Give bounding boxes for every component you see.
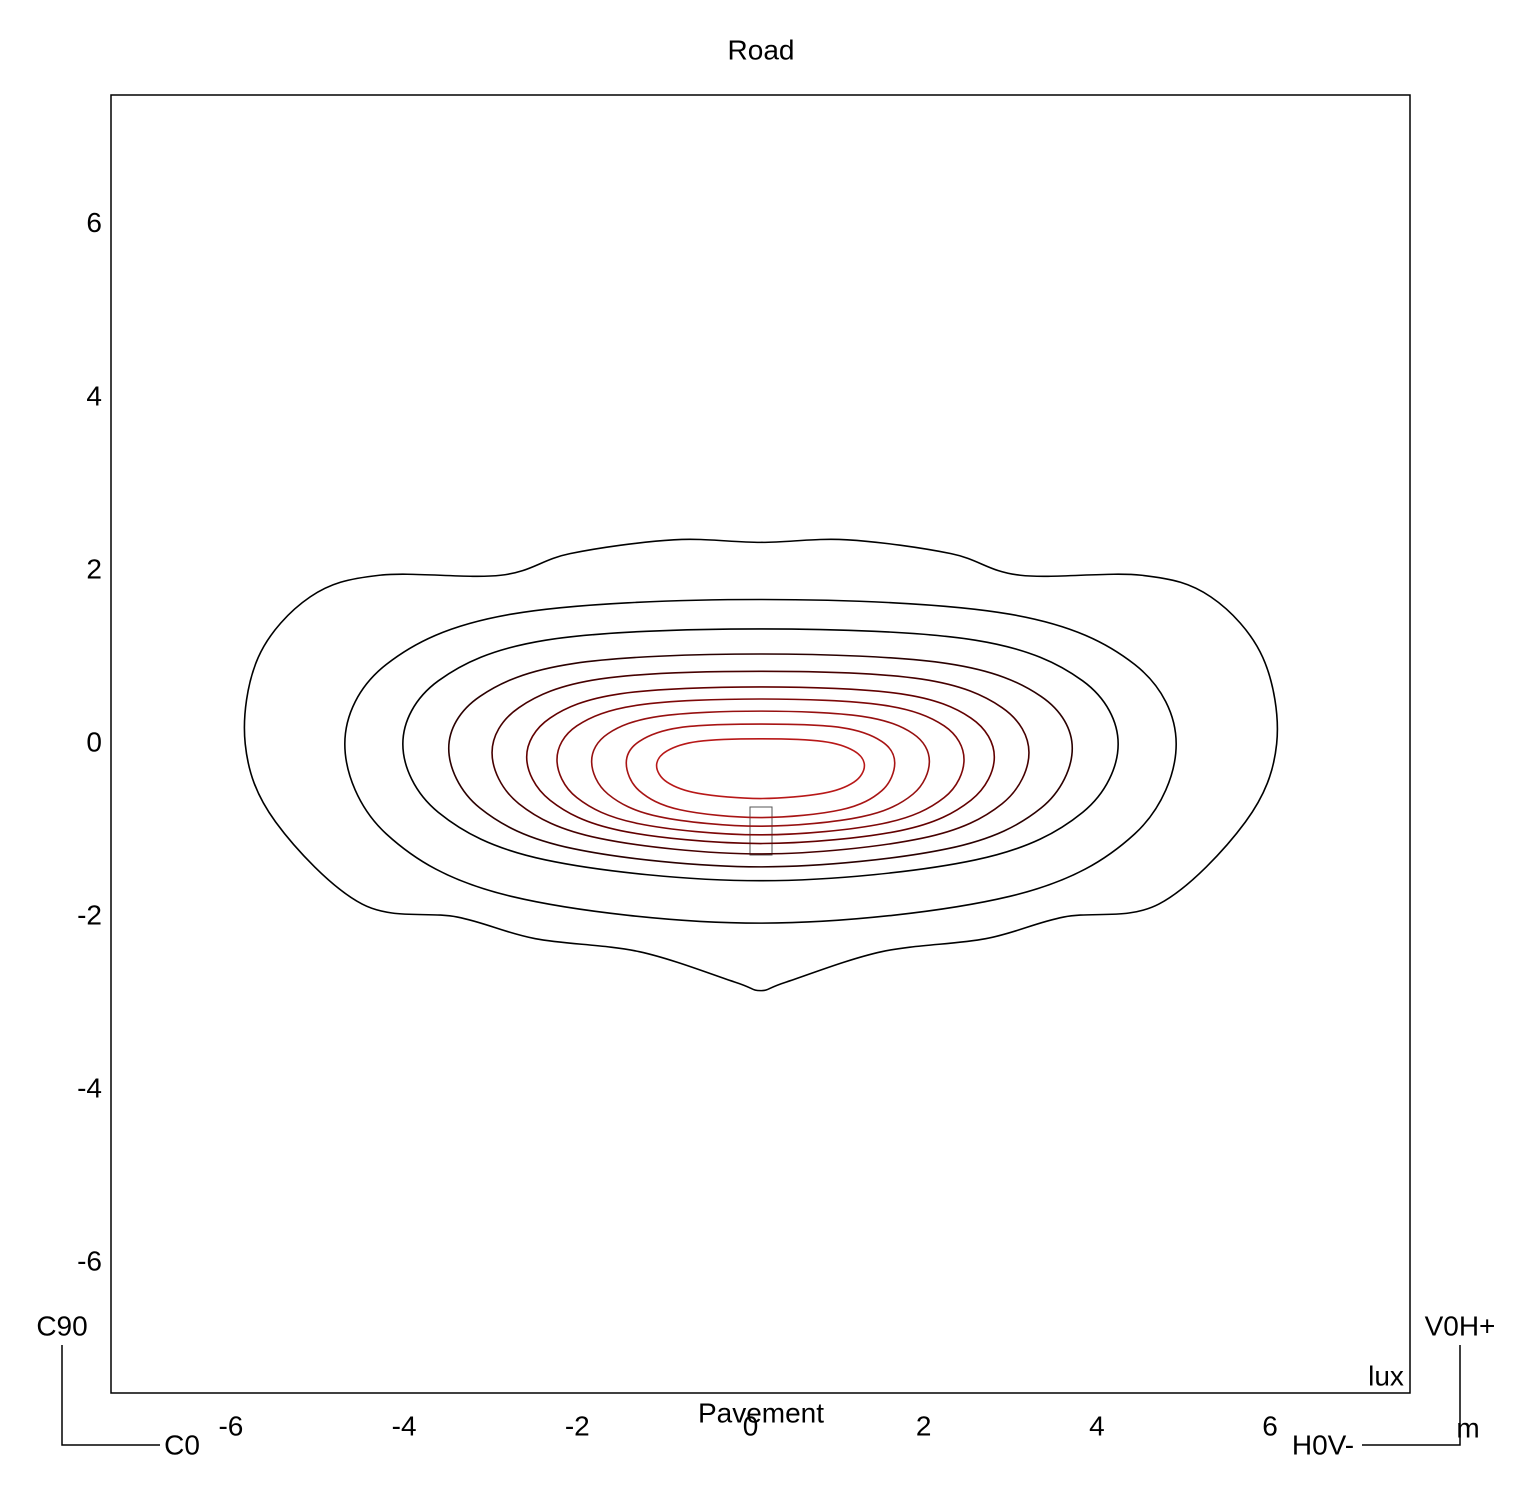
isoline [525, 686, 996, 845]
isoline [491, 670, 1030, 855]
isoline [344, 598, 1177, 924]
annotation: lux [1368, 1360, 1404, 1391]
annotation: C0 [164, 1429, 200, 1460]
isoline [556, 698, 965, 836]
y-tick-label: -4 [77, 1073, 102, 1104]
x-tick-label: 4 [1089, 1410, 1105, 1441]
plot-frame [110, 94, 1411, 1394]
y-tick-label: 2 [86, 553, 102, 584]
isoline [625, 723, 896, 819]
x-tick-label: 0 [743, 1410, 759, 1441]
annotation: C90 [36, 1310, 87, 1341]
annotation: V0H+ [1425, 1310, 1496, 1341]
annotation: Pavement [698, 1397, 824, 1428]
x-tick-label: -2 [565, 1410, 590, 1441]
orientation-left [61, 1345, 160, 1446]
isoline [655, 738, 866, 800]
y-tick-label: 4 [86, 380, 102, 411]
annotation: H0V- [1292, 1429, 1354, 1460]
annotation: m [1456, 1412, 1479, 1443]
y-tick-label: -6 [77, 1246, 102, 1277]
chart-title: Road [728, 34, 795, 65]
luminaire-outline [749, 806, 773, 856]
x-tick-label: 2 [916, 1410, 932, 1441]
isoline [402, 628, 1119, 882]
x-tick-label: -4 [392, 1410, 417, 1441]
y-tick-label: -2 [77, 899, 102, 930]
y-tick-label: 6 [86, 207, 102, 238]
orientation-right [1362, 1345, 1461, 1446]
y-tick-label: 0 [86, 726, 102, 757]
isoline [447, 653, 1074, 868]
x-tick-label: 6 [1262, 1410, 1278, 1441]
x-tick-label: -6 [218, 1410, 243, 1441]
isoline [243, 538, 1279, 992]
isoline [590, 710, 931, 828]
